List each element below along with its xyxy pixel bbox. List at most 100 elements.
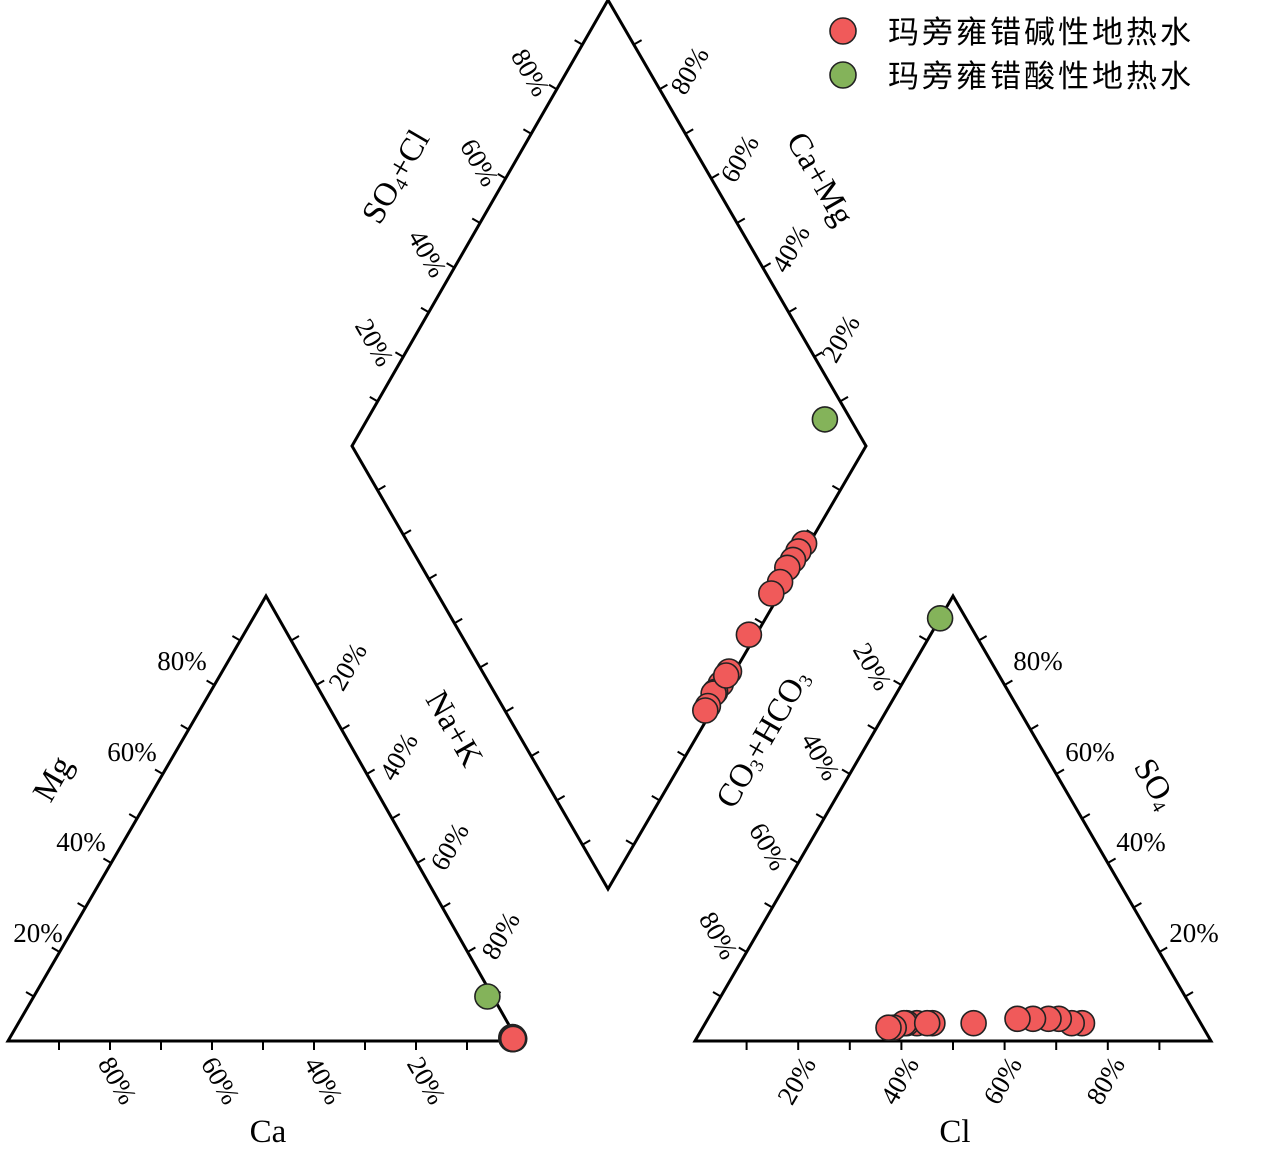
diamond-upper-left-tick	[394, 351, 404, 358]
diamond-right-tick-label: 60%	[714, 130, 765, 188]
diamond-lower-left-tick	[556, 795, 566, 802]
cation-right-tick	[467, 946, 476, 953]
cation-left-tick	[231, 635, 241, 642]
cation-right-tick	[341, 724, 350, 731]
cation-left-tick-label: 80%	[157, 646, 207, 676]
cation-right-tick-label: 40%	[373, 728, 424, 786]
diamond-right-tick-label: 80%	[664, 42, 715, 100]
diamond-lower-right-tick	[831, 484, 841, 492]
anion-left-tick	[712, 991, 722, 998]
data-points	[474, 406, 1096, 1053]
anion-left-tick-label: 80%	[693, 907, 744, 965]
diamond-right-tick-label: 40%	[765, 220, 816, 278]
axis-label-mg: Mg	[26, 750, 80, 808]
cation-left-tick	[25, 991, 35, 998]
anion-left-tick	[815, 813, 825, 820]
anion-right-tick	[978, 635, 988, 642]
anion-right-tick	[1184, 991, 1194, 998]
anion-left-tick	[918, 635, 928, 642]
anion-left-tick	[764, 902, 773, 909]
anion-left-tick	[789, 857, 799, 864]
cation-right-tick	[290, 635, 300, 642]
cation-left-tick	[102, 857, 112, 864]
diamond-upper-right-tick	[633, 39, 643, 46]
cation-right-tick-label: 20%	[322, 638, 373, 696]
diamond-lower-left-tick	[428, 573, 438, 580]
anion-right-tick-label: 40%	[1116, 827, 1166, 857]
cation-bottom-tick-label: 20%	[401, 1052, 452, 1110]
anion-point-s0-10	[960, 1009, 987, 1037]
diamond-right-tick-label: 20%	[815, 310, 866, 368]
diamond-point-s0-10	[735, 621, 763, 649]
axis-label-cl: Cl	[939, 1114, 970, 1150]
legend-label-acidic: 玛旁雍错酸性地热水	[888, 59, 1194, 95]
cation-left-tick	[154, 768, 164, 775]
cation-left-tick	[51, 946, 61, 953]
diamond-upper-left-tick	[548, 83, 558, 91]
diamond-upper-left-tick	[471, 217, 481, 224]
cation-right-tick	[391, 813, 401, 820]
legend-marker-alkaline	[829, 17, 857, 45]
cation-left-tick-label: 60%	[107, 737, 157, 767]
diamond-lower-left-tick	[530, 750, 540, 757]
anion-left-tick	[738, 946, 748, 953]
anion-left-tick	[893, 679, 902, 686]
anion-bottom-tick-label: 60%	[977, 1052, 1028, 1110]
diamond-upper-right-tick	[659, 83, 668, 91]
axis-label-so4: SO4	[1125, 752, 1184, 816]
diamond-lower-left-tick	[377, 484, 386, 492]
cation-right-tick	[315, 679, 325, 686]
diamond-upper-left-tick	[420, 306, 430, 314]
legend-label-alkaline: 玛旁雍错碱性地热水	[888, 15, 1194, 51]
cation-right-tick	[441, 902, 451, 909]
anion-right-tick	[1133, 902, 1142, 909]
anion-left-tick-label: 20%	[847, 638, 898, 696]
diamond-point-s0-12	[691, 697, 719, 724]
diagram-ticks	[25, 39, 1194, 1050]
cation-left-tick	[77, 902, 86, 909]
diamond-point-s0-13	[712, 662, 740, 689]
anion-right-tick-label: 60%	[1065, 737, 1115, 767]
central-diamond	[350, 0, 868, 892]
axis-label-nak: Na+K	[418, 685, 490, 773]
cation-right-tick-label: 80%	[475, 907, 526, 965]
diamond-left-tick-label: 80%	[505, 44, 556, 102]
diamond-lower-left-tick	[505, 706, 514, 713]
cation-left-tick	[180, 724, 190, 731]
anion-point-s0-13	[913, 1009, 941, 1037]
cation-left-tick	[128, 813, 138, 820]
cation-triangle	[5, 592, 521, 1043]
diamond-upper-right-tick	[788, 306, 797, 314]
cation-right-tick-label: 60%	[424, 818, 475, 876]
diamond-upper-right-tick	[736, 217, 746, 224]
diamond-upper-right-tick	[839, 396, 849, 403]
diagram-frames	[5, 0, 1214, 1043]
diamond-upper-left-tick	[522, 128, 532, 135]
diamond-lower-right-tick	[754, 617, 764, 625]
diamond-upper-right-tick	[684, 128, 694, 135]
anion-right-tick	[1158, 946, 1168, 953]
anion-bottom-tick-label: 20%	[771, 1052, 822, 1110]
diamond-lower-right-tick	[625, 839, 635, 846]
cation-left-tick-label: 20%	[13, 918, 63, 948]
diamond-upper-right-tick	[762, 262, 772, 269]
anion-left-tick-label: 60%	[743, 818, 794, 876]
cation-bottom-tick-label: 60%	[195, 1052, 246, 1110]
diamond-upper-right-tick	[813, 351, 823, 358]
diamond-left-tick-label: 20%	[349, 314, 400, 372]
tick-labels: 20%40%60%80%80% 60% 40% 20%20%40%60%80%20% 4…	[13, 42, 1219, 1110]
legend-marker-acidic	[829, 61, 857, 89]
anion-right-tick-label: 20%	[1169, 918, 1219, 948]
anion-left-tick	[867, 724, 877, 731]
anion-left-tick-label: 40%	[795, 728, 846, 786]
anion-point-s1-0	[926, 604, 954, 632]
axis-label-so4-cl: SO4+Cl	[355, 124, 438, 231]
cation-left-tick-label: 40%	[56, 827, 106, 857]
anion-bottom-tick-label: 40%	[874, 1052, 925, 1110]
diamond-left-tick-label: 60%	[454, 134, 505, 192]
anion-right-tick	[1081, 813, 1091, 820]
cation-point-s1-0	[474, 983, 501, 1010]
anion-right-tick	[1004, 679, 1013, 686]
